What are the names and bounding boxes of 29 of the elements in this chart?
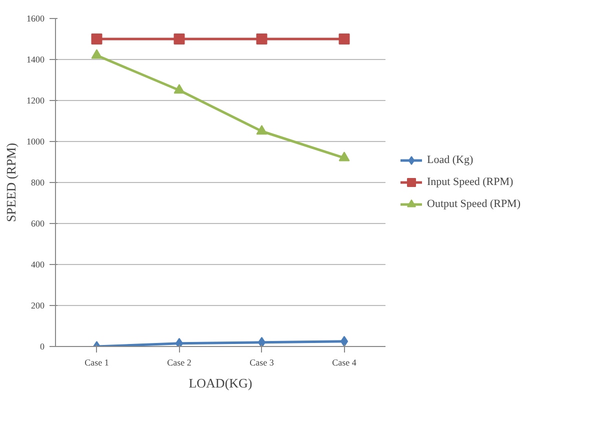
y-tick-label: 800 [31,178,45,188]
x-tick-label: Case 3 [250,358,274,368]
point [174,34,185,44]
y-tick-label: 400 [31,260,45,270]
point [258,336,266,346]
point [91,34,102,44]
point [175,338,184,346]
point [338,152,350,162]
point [338,34,350,44]
point [256,34,268,44]
y-tick-label: 1000 [26,136,45,146]
legend-label: Output Speed (RPM) [427,198,520,210]
y-tick-label: 600 [31,218,45,228]
point [174,84,185,94]
point [91,49,102,59]
legend-label: Load (Kg) [427,154,474,166]
x-tick-label: Case 4 [332,358,357,368]
y-tick-label: 1400 [26,54,45,64]
x-tick-label: Case 1 [84,358,109,368]
x-axis-title: LOAD(KG) [188,376,252,390]
y-tick-label: 0 [40,342,45,352]
x-tick-label: Case 2 [167,358,192,368]
y-tick-label: 200 [31,300,45,310]
y-axis-title: SPEED (RPM) [4,142,18,222]
legend-label: Input Speed (RPM) [427,176,514,188]
point [256,124,268,135]
y-tick-label: 1200 [26,96,45,106]
point [340,336,348,346]
y-tick-label: 1600 [26,14,45,24]
